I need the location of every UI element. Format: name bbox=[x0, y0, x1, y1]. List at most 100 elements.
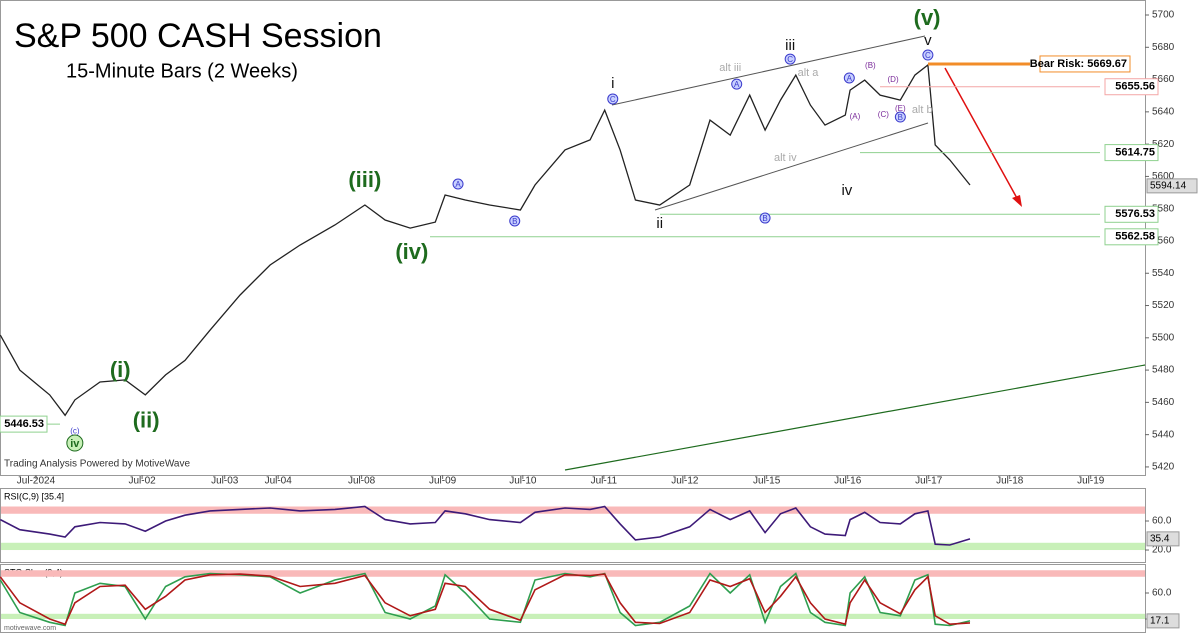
y-tick-label: 5420 bbox=[1152, 462, 1175, 473]
footer: Trading Analysis Powered by MotiveWave bbox=[4, 459, 190, 470]
y-tick-label: 60.0 bbox=[1152, 516, 1172, 527]
wave-label: B bbox=[898, 113, 903, 122]
series-line bbox=[0, 63, 971, 417]
y-tick-label: 5440 bbox=[1152, 429, 1175, 440]
x-tick-label: Jul-08 bbox=[348, 476, 376, 487]
y-tick-label: 60.0 bbox=[1152, 588, 1172, 599]
y-tick-label: 5520 bbox=[1152, 300, 1175, 311]
y-tick-label: 5680 bbox=[1152, 42, 1175, 53]
wave-label: C bbox=[610, 95, 616, 104]
x-tick-label: Jul-16 bbox=[834, 476, 862, 487]
channel-upper bbox=[611, 35, 926, 106]
y-tick-label: 5660 bbox=[1152, 74, 1175, 85]
y-tick-label: 5560 bbox=[1152, 236, 1175, 247]
wave-label: v bbox=[924, 32, 932, 49]
wave-label: (i) bbox=[110, 357, 131, 382]
rsi-pane bbox=[0, 488, 1146, 563]
y-tick-label: 5460 bbox=[1152, 397, 1175, 408]
wave-label: (E) bbox=[895, 104, 906, 113]
y-tick-label: 20.0 bbox=[1152, 545, 1172, 556]
x-tick-label: Jul-15 bbox=[753, 476, 781, 487]
annotation-circle bbox=[843, 72, 855, 84]
y-tick-label: 5480 bbox=[1152, 365, 1175, 376]
level-box bbox=[0, 415, 48, 433]
arrow-head bbox=[1012, 195, 1022, 207]
level-label: 5655.56 bbox=[1115, 81, 1155, 93]
watermark: motivewave.com bbox=[4, 625, 56, 632]
wave-label: (c) bbox=[70, 427, 80, 436]
wave-label: (D) bbox=[888, 75, 899, 84]
wave-label: iii bbox=[785, 37, 795, 54]
wave-label: iv bbox=[70, 438, 80, 450]
wave-label: (C) bbox=[878, 110, 889, 119]
series-line bbox=[0, 572, 971, 627]
level-label: Bear Risk: 5669.67 bbox=[1030, 58, 1127, 70]
wave-label: (iv) bbox=[395, 239, 428, 264]
y-tick-label: 5500 bbox=[1152, 332, 1175, 343]
x-tick-label: Jul-04 bbox=[265, 476, 293, 487]
last-value-label: 35.4 bbox=[1150, 534, 1170, 545]
rsi-title: RSI(C,9) [35.4] bbox=[4, 491, 64, 501]
wave-label: C bbox=[925, 51, 931, 60]
level-box bbox=[1104, 228, 1159, 246]
level-label: 5562.58 bbox=[1115, 231, 1155, 243]
wave-label: ii bbox=[656, 215, 663, 232]
x-tick-label: Jul-12 bbox=[671, 476, 699, 487]
wave-label: A bbox=[847, 74, 853, 83]
x-tick-label: Jul-11 bbox=[591, 476, 618, 487]
last-value-box bbox=[1146, 531, 1180, 547]
x-tick-label: Jul-03 bbox=[211, 476, 239, 487]
level-label: 5446.53 bbox=[4, 418, 44, 430]
annotation-circle bbox=[731, 78, 743, 90]
wave-label: (ii) bbox=[133, 408, 160, 433]
y-tick-label: 5540 bbox=[1152, 268, 1175, 279]
trend-line bbox=[564, 364, 1146, 471]
band bbox=[1, 613, 1145, 619]
level-label: 5576.53 bbox=[1115, 208, 1155, 220]
chart-title: S&P 500 CASH Session bbox=[14, 17, 382, 55]
last-price-box bbox=[1146, 178, 1198, 194]
x-tick-label: Jul-2024 bbox=[17, 476, 56, 487]
x-tick-label: Jul-18 bbox=[996, 476, 1024, 487]
last-value-label: 17.1 bbox=[1150, 616, 1170, 627]
x-tick-label: Jul-02 bbox=[128, 476, 156, 487]
annotation-circle bbox=[66, 434, 84, 452]
band bbox=[1, 506, 1145, 514]
x-tick-label: Jul-10 bbox=[509, 476, 537, 487]
y-tick-label: 5580 bbox=[1152, 203, 1175, 214]
channel-lower bbox=[654, 122, 929, 211]
wave-label: C bbox=[787, 55, 793, 64]
wave-label: A bbox=[734, 80, 740, 89]
series-line bbox=[0, 573, 971, 626]
series-line bbox=[0, 505, 971, 546]
annotation-circle bbox=[922, 49, 934, 61]
last-price-label: 5594.14 bbox=[1150, 181, 1187, 192]
wave-label: alt a bbox=[798, 67, 820, 79]
band bbox=[1, 570, 1145, 577]
wave-label: (B) bbox=[865, 61, 876, 70]
wave-label: alt b bbox=[912, 104, 933, 116]
wave-label: (v) bbox=[914, 5, 941, 30]
y-tick-label: 5640 bbox=[1152, 106, 1175, 117]
x-tick-label: Jul-17 bbox=[915, 476, 943, 487]
projection-arrow bbox=[944, 67, 1019, 201]
level-box bbox=[1039, 55, 1131, 73]
annotation-circle bbox=[784, 53, 796, 65]
x-tick-label: Jul-19 bbox=[1077, 476, 1105, 487]
y-tick-label: 5700 bbox=[1152, 10, 1175, 21]
wave-label: B bbox=[512, 217, 517, 226]
level-box bbox=[1104, 205, 1159, 223]
annotation-circle bbox=[607, 93, 619, 105]
y-tick-label: 5620 bbox=[1152, 139, 1175, 150]
level-box bbox=[1104, 78, 1159, 96]
x-tick-label: Jul-09 bbox=[429, 476, 457, 487]
level-box bbox=[1104, 144, 1159, 162]
last-value-box bbox=[1146, 613, 1180, 629]
band bbox=[1, 542, 1145, 551]
annotation-circle bbox=[894, 111, 906, 123]
wave-label: iv bbox=[841, 182, 852, 199]
annotation-circle bbox=[452, 178, 464, 190]
annotation-circle bbox=[759, 212, 771, 224]
